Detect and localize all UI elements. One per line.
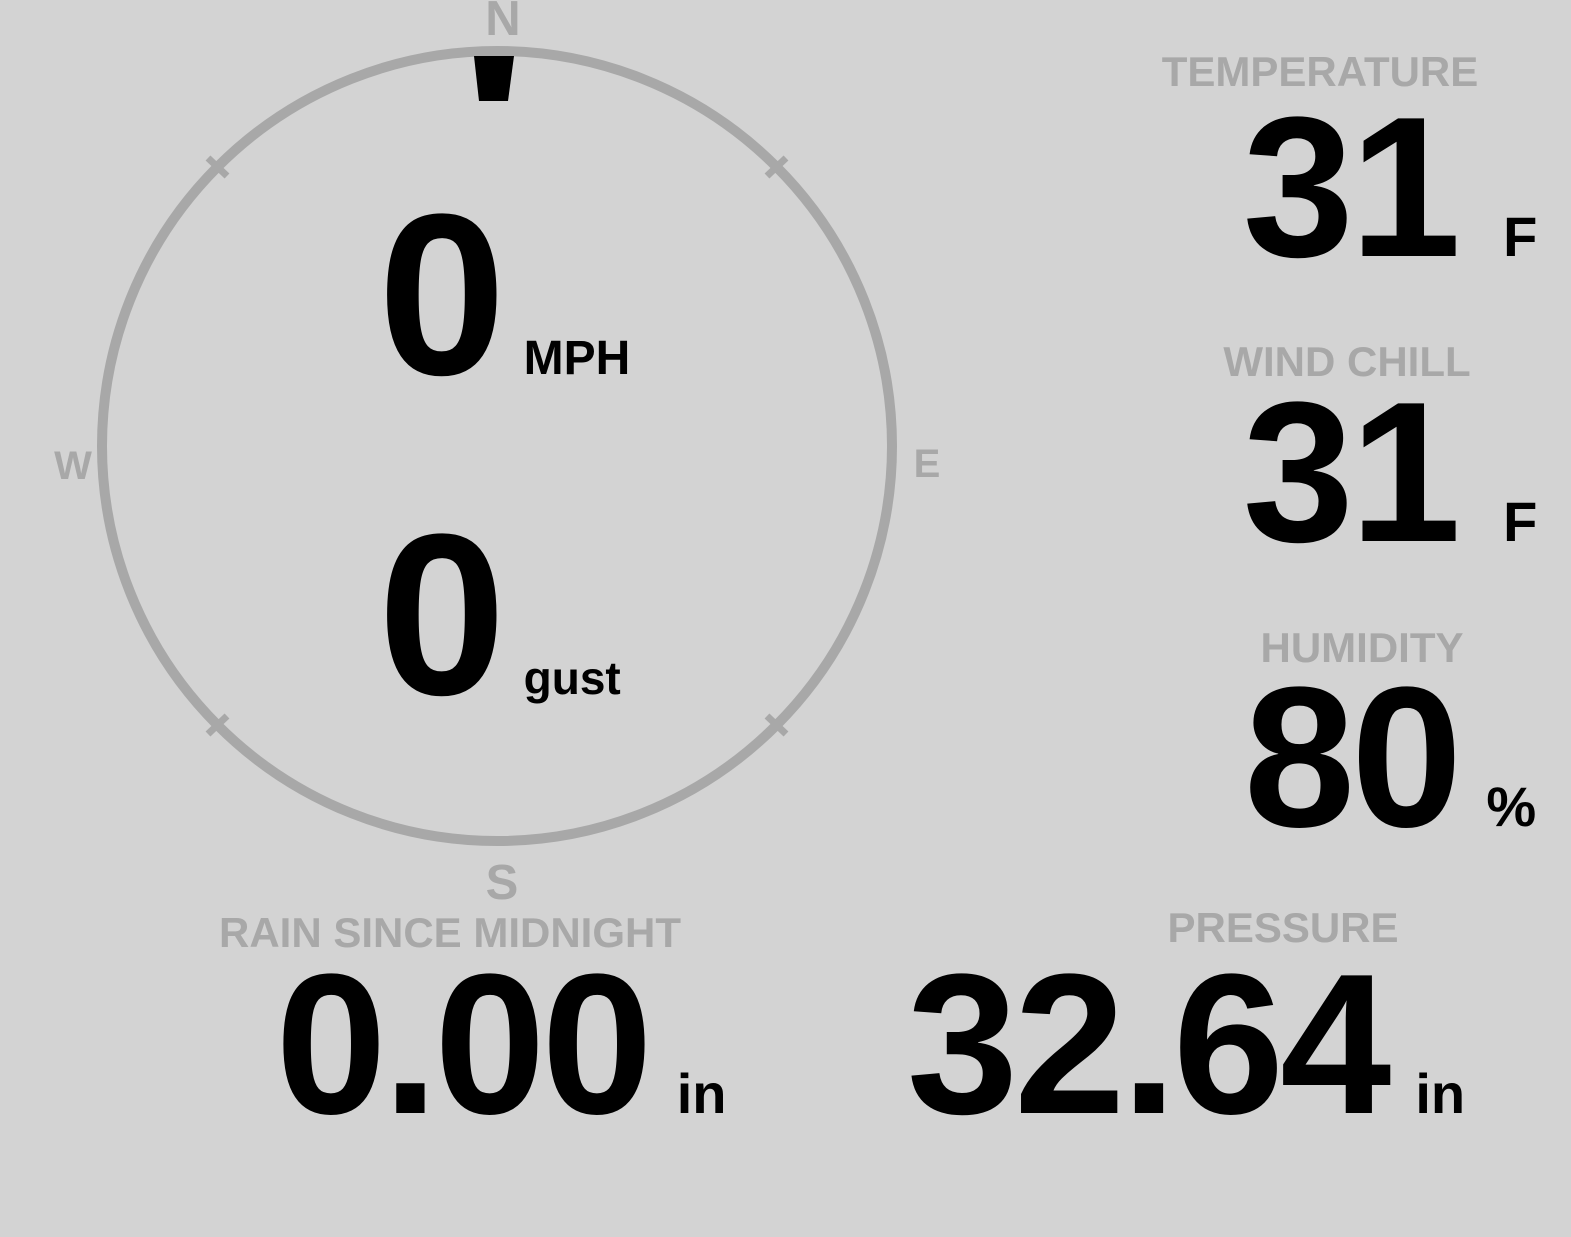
- pressure-unit: in: [1415, 1062, 1466, 1125]
- wind-chill-label: WIND CHILL: [1223, 338, 1471, 385]
- wind-speed-value: 0: [378, 166, 506, 423]
- wind-gust-value: 0: [378, 486, 506, 743]
- pressure-label: PRESSURE: [1167, 904, 1399, 951]
- wind-speed-unit: MPH: [523, 332, 631, 385]
- rain-since-midnight-unit: in: [676, 1062, 727, 1125]
- rain-since-midnight-value: 0.00: [275, 933, 652, 1156]
- temperature-label: TEMPERATURE: [1161, 48, 1479, 95]
- wind-speed-reading: 0 MPH: [378, 180, 630, 410]
- wind-chill-value: 31: [1242, 361, 1461, 584]
- compass-tick-se: [764, 713, 789, 737]
- rain-since-midnight-label: RAIN SINCE MIDNIGHT: [219, 909, 681, 956]
- compass-label-east: E: [913, 442, 941, 486]
- humidity-label: HUMIDITY: [1260, 624, 1464, 671]
- pressure-value: 32.64: [906, 933, 1391, 1156]
- humidity-unit: %: [1486, 775, 1537, 838]
- wind-chill-unit: F: [1503, 490, 1538, 553]
- compass-circle: [97, 46, 897, 846]
- wind-gust-unit: gust: [523, 652, 621, 704]
- temperature-unit: F: [1503, 205, 1538, 268]
- temperature-value: 31: [1242, 76, 1461, 299]
- rain-since-midnight-reading: 0.00 in: [251, 945, 751, 1145]
- compass-label-west: W: [54, 444, 92, 488]
- humidity-reading: 80 %: [1140, 658, 1571, 858]
- compass-label-south: S: [485, 856, 519, 910]
- compass-tick-nw: [205, 155, 230, 179]
- wind-chill-reading: 31 F: [1140, 373, 1571, 573]
- wind-gust-reading: 0 gust: [378, 500, 621, 730]
- temperature-reading: 31 F: [1140, 88, 1571, 288]
- humidity-value: 80: [1243, 646, 1462, 869]
- compass-label-north: N: [485, 0, 521, 46]
- compass-tick-ne: [764, 155, 789, 179]
- compass-tick-sw: [205, 713, 230, 737]
- pressure-reading: 32.64 in: [886, 945, 1486, 1145]
- wind-direction-marker-icon: [474, 56, 514, 101]
